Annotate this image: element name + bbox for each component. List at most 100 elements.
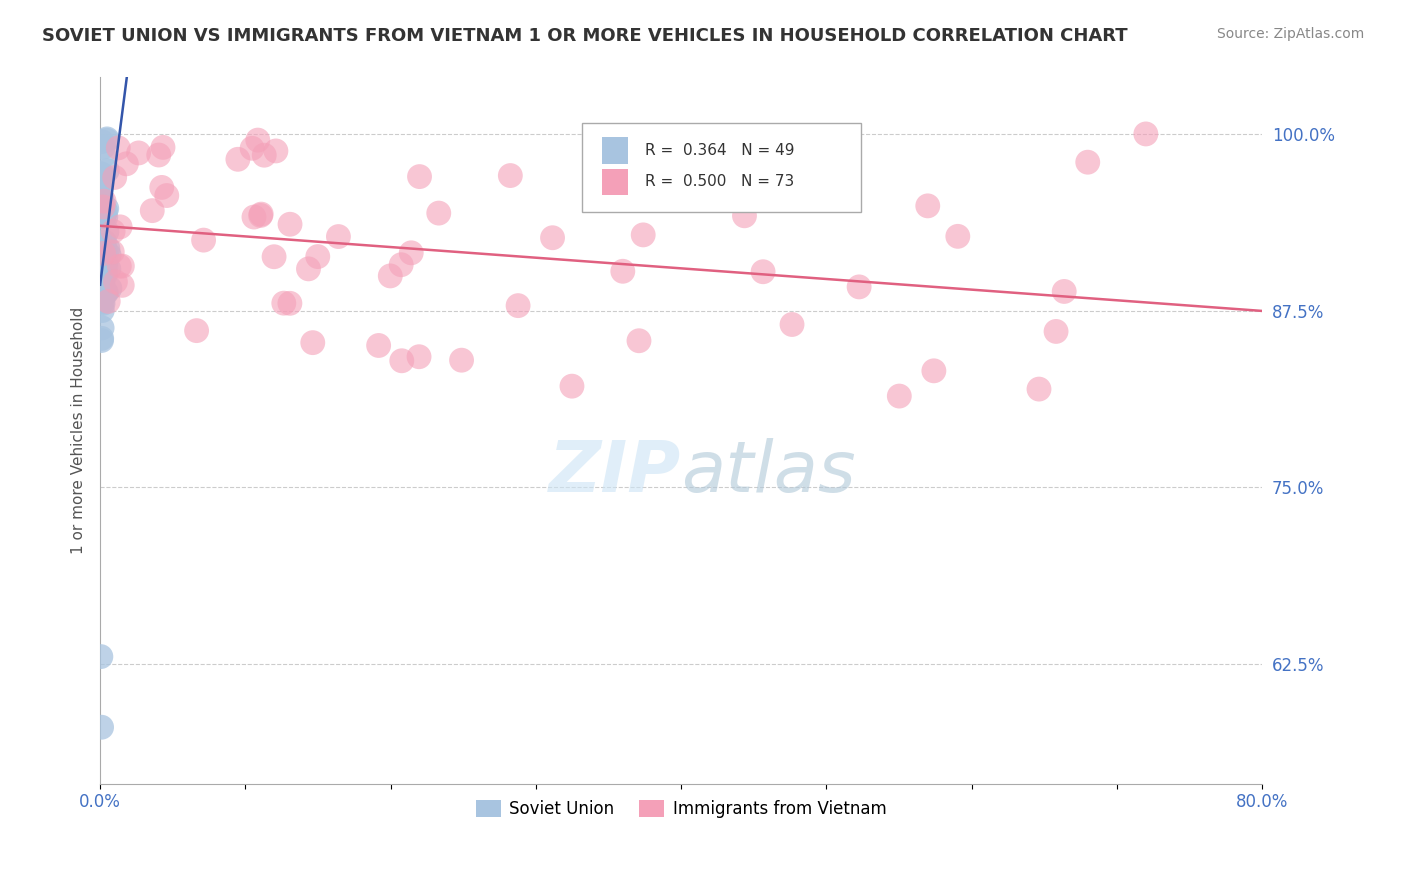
Point xyxy=(128,145,150,160)
Text: ZIP: ZIP xyxy=(548,439,681,508)
Point xyxy=(391,353,413,368)
Point xyxy=(1053,285,1076,299)
Point xyxy=(226,153,249,167)
Text: Source: ZipAtlas.com: Source: ZipAtlas.com xyxy=(1216,27,1364,41)
Point xyxy=(104,170,127,185)
Point xyxy=(91,296,114,310)
Point xyxy=(152,140,174,154)
Point xyxy=(297,261,319,276)
Point xyxy=(94,255,117,269)
Point xyxy=(90,275,112,289)
Point xyxy=(278,296,301,310)
Point xyxy=(91,169,114,184)
Point xyxy=(141,203,163,218)
Point xyxy=(1135,127,1157,141)
Point xyxy=(427,206,450,220)
Point xyxy=(627,334,650,348)
Point xyxy=(253,148,276,162)
Point xyxy=(922,364,945,378)
Point xyxy=(380,268,402,283)
Point xyxy=(91,200,114,214)
Point xyxy=(91,321,114,335)
Point xyxy=(408,350,430,364)
Point xyxy=(91,168,114,182)
Point xyxy=(273,296,295,310)
FancyBboxPatch shape xyxy=(602,169,627,195)
Point xyxy=(94,285,117,300)
Point xyxy=(101,244,124,259)
Point xyxy=(631,227,654,242)
Point xyxy=(107,141,129,155)
Point xyxy=(91,194,114,209)
Legend: Soviet Union, Immigrants from Vietnam: Soviet Union, Immigrants from Vietnam xyxy=(470,793,893,825)
Point xyxy=(96,133,118,147)
Point xyxy=(90,720,112,734)
Point xyxy=(240,141,263,155)
Point xyxy=(90,334,112,348)
Point xyxy=(93,257,115,271)
Point xyxy=(93,209,115,223)
Point xyxy=(108,259,131,273)
Point xyxy=(90,167,112,181)
Y-axis label: 1 or more Vehicles in Household: 1 or more Vehicles in Household xyxy=(72,307,86,554)
Point xyxy=(94,204,117,219)
Point xyxy=(1028,382,1050,396)
Point xyxy=(98,248,121,262)
Point xyxy=(91,295,114,310)
Point xyxy=(93,208,115,222)
Point xyxy=(150,180,173,194)
Point xyxy=(91,277,114,292)
Point xyxy=(193,233,215,247)
Point xyxy=(399,245,422,260)
Point xyxy=(307,250,329,264)
Point xyxy=(93,210,115,224)
Point xyxy=(97,294,120,309)
Point xyxy=(561,379,583,393)
Point xyxy=(278,217,301,231)
Point xyxy=(93,194,115,209)
Point xyxy=(249,209,271,223)
Point xyxy=(734,209,756,223)
Point xyxy=(89,185,111,199)
Point xyxy=(90,191,112,205)
Point xyxy=(96,132,118,146)
Point xyxy=(367,338,389,352)
Text: SOVIET UNION VS IMMIGRANTS FROM VIETNAM 1 OR MORE VEHICLES IN HOUSEHOLD CORRELAT: SOVIET UNION VS IMMIGRANTS FROM VIETNAM … xyxy=(42,27,1128,45)
Point xyxy=(104,275,127,289)
Point xyxy=(96,285,118,300)
Point xyxy=(156,188,179,202)
Point xyxy=(94,243,117,257)
Point xyxy=(450,353,472,368)
Point xyxy=(93,246,115,260)
Point xyxy=(752,265,775,279)
Point xyxy=(91,140,114,154)
Point xyxy=(263,250,285,264)
Point xyxy=(250,207,273,221)
Point xyxy=(93,263,115,277)
Point xyxy=(328,229,350,244)
Point xyxy=(186,324,208,338)
Point xyxy=(90,331,112,345)
Point xyxy=(90,649,112,664)
Point xyxy=(499,169,522,183)
Point xyxy=(90,178,112,193)
Point xyxy=(115,157,138,171)
Point xyxy=(1077,155,1099,169)
Point xyxy=(243,210,266,224)
Point xyxy=(541,231,564,245)
Point xyxy=(94,260,117,274)
Point xyxy=(94,210,117,224)
Point xyxy=(111,278,134,293)
Point xyxy=(91,238,114,252)
Point xyxy=(97,241,120,255)
Point xyxy=(946,229,969,244)
Point xyxy=(93,148,115,162)
FancyBboxPatch shape xyxy=(602,136,627,163)
Point xyxy=(91,303,114,318)
Point xyxy=(93,235,115,249)
Text: atlas: atlas xyxy=(681,439,856,508)
Point xyxy=(98,281,121,295)
Point xyxy=(96,225,118,239)
Text: R =  0.364   N = 49: R = 0.364 N = 49 xyxy=(645,143,794,158)
Point xyxy=(101,224,124,238)
